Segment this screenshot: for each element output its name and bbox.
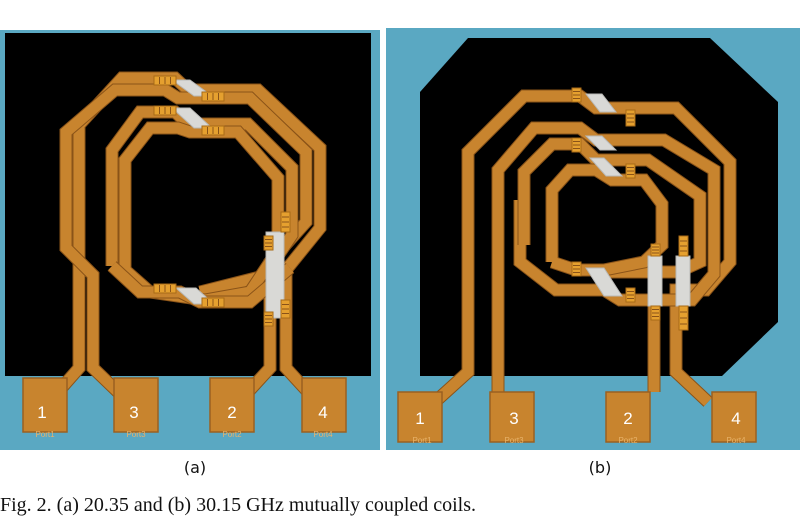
port-pad — [605, 391, 651, 443]
panel-a-label: (a) — [184, 458, 206, 477]
panel-b-port-1: 1 Port1 — [397, 391, 443, 445]
panel-b-lead-4 — [670, 362, 712, 407]
port-pad — [397, 391, 443, 443]
figure-caption: Fig. 2. (a) 20.35 and (b) 30.15 GHz mutu… — [0, 494, 476, 516]
port-pad — [113, 377, 159, 433]
port-pad — [22, 377, 68, 433]
panel-b-bridge-top-1 — [584, 93, 618, 113]
port-tag: Port3 — [504, 436, 524, 445]
panel-b-bridge-bottom — [585, 267, 623, 297]
port-tag: Port2 — [618, 436, 638, 445]
port-tag: Port3 — [126, 430, 146, 439]
panel-b-vias — [571, 87, 689, 331]
panel-a-lead-4 — [280, 352, 313, 396]
port-pad — [209, 377, 255, 433]
port-number: 2 — [227, 403, 236, 422]
port-pad — [301, 377, 347, 433]
panel-b-bridge-right-2 — [675, 255, 691, 307]
port-number: 1 — [415, 409, 424, 428]
port-number: 1 — [37, 403, 46, 422]
panel-b-port-4: 4 Port4 — [711, 391, 757, 445]
panel-b-label: (b) — [589, 458, 612, 477]
port-tag: Port1 — [35, 430, 55, 439]
port-pad — [489, 391, 535, 443]
panel-a-vias — [153, 75, 291, 327]
panel-a-port-2: 2 Port2 — [209, 377, 255, 439]
panel-b-crossunders — [584, 93, 691, 307]
panel-b-bridge-top-2 — [584, 135, 618, 151]
port-tag: Port4 — [313, 430, 333, 439]
panel-a: 1 Port1 3 Port3 2 Port2 4 Port4 — [0, 30, 380, 450]
panel-b-bridge-right-1 — [647, 255, 663, 307]
port-number: 4 — [731, 409, 740, 428]
panel-b-winding-2 — [492, 122, 720, 362]
port-number: 3 — [129, 403, 138, 422]
port-tag: Port4 — [726, 436, 746, 445]
port-tag: Port1 — [412, 436, 432, 445]
panel-a-port-1: 1 Port1 — [22, 377, 68, 439]
port-number: 4 — [318, 403, 327, 422]
panel-b: 1 Port1 3 Port3 2 Port2 4 Port4 — [386, 28, 800, 450]
panel-b-port-3: 3 Port3 — [489, 391, 535, 445]
panel-b-port-2: 2 Port2 — [605, 391, 651, 445]
panel-a-lead-3 — [87, 352, 122, 396]
port-number: 2 — [623, 409, 632, 428]
panel-b-bridge-mid — [588, 157, 624, 177]
port-tag: Port2 — [222, 430, 242, 439]
port-number: 3 — [509, 409, 518, 428]
panel-a-lead-2 — [243, 352, 276, 396]
panel-a-port-4: 4 Port4 — [301, 377, 347, 439]
panel-a-winding-2 — [60, 84, 312, 352]
panel-a-port-3: 3 Port3 — [113, 377, 159, 439]
port-pad — [711, 391, 757, 443]
